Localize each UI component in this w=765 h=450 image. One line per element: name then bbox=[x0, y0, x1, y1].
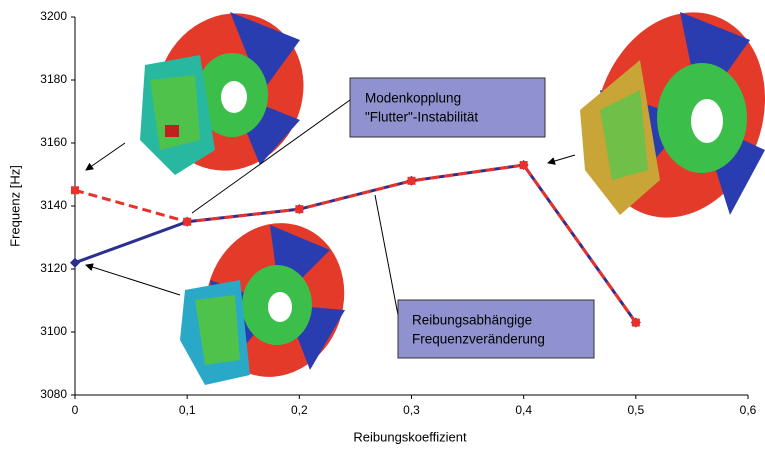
x-tick-label: 0,5 bbox=[627, 403, 644, 417]
arrow bbox=[86, 265, 180, 295]
y-tick-label: 3080 bbox=[40, 387, 67, 401]
point bbox=[70, 258, 80, 268]
x-tick-label: 0,3 bbox=[403, 403, 420, 417]
y-tick-label: 3160 bbox=[40, 135, 67, 149]
point bbox=[408, 177, 416, 185]
series-line bbox=[75, 165, 636, 322]
x-tick-label: 0,1 bbox=[179, 403, 196, 417]
x-tick-label: 0,2 bbox=[291, 403, 308, 417]
disc-image-bottom bbox=[180, 203, 366, 396]
annotation-box: Modenkopplung "Flutter"-Instabilität bbox=[350, 78, 545, 137]
point bbox=[183, 218, 191, 226]
annotation-text: Reibungsabhängige bbox=[412, 313, 532, 328]
pointer-line bbox=[375, 195, 398, 315]
y-tick-label: 3100 bbox=[40, 324, 67, 338]
chart: Reibungskoeffizient Frequenz [Hz] 3080 31… bbox=[0, 0, 765, 450]
y-axis-title: Frequenz [Hz] bbox=[7, 165, 22, 247]
y-tick-label: 3180 bbox=[40, 72, 67, 86]
annotation-box: Reibungsabhängige Frequenzveränderung bbox=[398, 300, 594, 358]
point bbox=[71, 186, 79, 194]
x-axis-title: Reibungskoeffizient bbox=[353, 429, 467, 444]
point bbox=[295, 205, 303, 213]
x-tick-label: 0 bbox=[72, 403, 79, 417]
annotation-text: Modenkopplung bbox=[365, 91, 461, 106]
y-tick-label: 3140 bbox=[40, 198, 67, 212]
arrow bbox=[86, 143, 125, 170]
disc-image-right bbox=[567, 0, 765, 242]
y-tick-label: 3200 bbox=[40, 9, 67, 23]
annotation-text: Frequenzveränderung bbox=[412, 332, 545, 347]
series-line bbox=[75, 165, 636, 322]
point bbox=[632, 319, 640, 327]
arrow bbox=[548, 155, 575, 163]
x-tick-label: 0,6 bbox=[740, 403, 757, 417]
disc-image-top bbox=[131, 0, 329, 195]
y-tick-label: 3120 bbox=[40, 261, 67, 275]
x-tick-label: 0,4 bbox=[515, 403, 532, 417]
annotation-text: "Flutter"-Instabilität bbox=[365, 110, 478, 125]
point bbox=[520, 161, 528, 169]
